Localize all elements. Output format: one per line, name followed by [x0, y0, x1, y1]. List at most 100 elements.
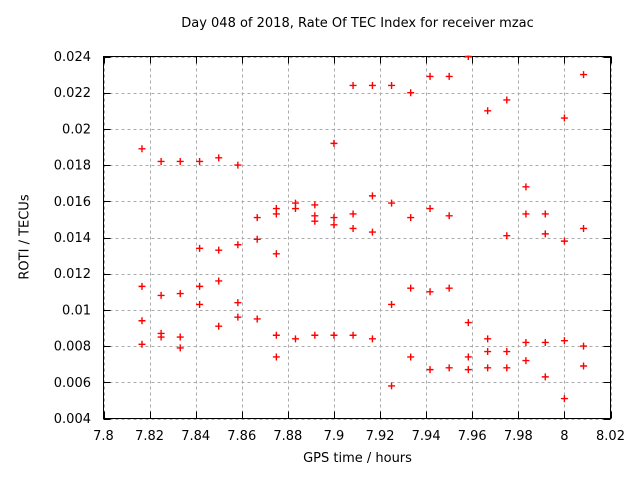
data-point-marker: [157, 157, 165, 165]
data-point-marker: [541, 230, 549, 238]
data-point-marker: [388, 300, 396, 308]
scatter-points: [138, 55, 588, 403]
data-point-marker: [234, 299, 242, 307]
data-point-marker: [272, 210, 280, 218]
data-point-marker: [580, 71, 588, 79]
data-point-marker: [580, 342, 588, 350]
data-point-marker: [503, 232, 511, 240]
data-point-marker: [464, 366, 472, 374]
y-tick-label: 0.004: [54, 412, 91, 427]
data-point-marker: [215, 246, 223, 254]
y-tick-label: 0.016: [54, 195, 91, 210]
y-tick-label: 0.024: [54, 50, 91, 65]
data-point-marker: [138, 282, 146, 290]
data-point-marker: [176, 333, 184, 341]
y-tick-label: 0.012: [54, 267, 91, 282]
data-point-marker: [196, 282, 204, 290]
data-point-marker: [138, 145, 146, 153]
data-point-marker: [560, 395, 568, 403]
data-point-marker: [368, 81, 376, 89]
data-point-marker: [330, 139, 338, 147]
data-point-marker: [407, 214, 415, 222]
data-point-marker: [349, 331, 357, 339]
data-point-marker: [311, 217, 319, 225]
data-point-marker: [196, 300, 204, 308]
data-point-marker: [253, 315, 261, 323]
data-point-marker: [311, 201, 319, 209]
data-point-marker: [330, 331, 338, 339]
data-point-marker: [272, 331, 280, 339]
data-point-marker: [426, 205, 434, 213]
x-tick-label: 8.02: [596, 429, 625, 444]
data-point-marker: [445, 212, 453, 220]
data-point-marker: [560, 337, 568, 345]
data-point-marker: [503, 348, 511, 356]
data-point-marker: [407, 89, 415, 97]
data-point-marker: [253, 235, 261, 243]
data-point-marker: [330, 221, 338, 229]
data-point-marker: [503, 96, 511, 104]
data-point-marker: [541, 338, 549, 346]
data-point-marker: [522, 210, 530, 218]
data-point-marker: [484, 364, 492, 372]
data-point-marker: [484, 335, 492, 343]
x-tick-label: 7.82: [135, 429, 164, 444]
data-point-marker: [349, 224, 357, 232]
data-point-marker: [560, 114, 568, 122]
data-point-marker: [176, 290, 184, 298]
data-point-marker: [234, 313, 242, 321]
y-tick-label: 0.008: [54, 340, 91, 355]
data-point-marker: [580, 362, 588, 370]
data-point-marker: [176, 157, 184, 165]
data-point-marker: [368, 228, 376, 236]
data-point-marker: [484, 348, 492, 356]
data-point-marker: [464, 353, 472, 361]
data-point-marker: [157, 291, 165, 299]
data-point-marker: [484, 107, 492, 115]
data-point-marker: [388, 199, 396, 207]
x-tick-label: 7.96: [458, 429, 487, 444]
data-point-marker: [368, 335, 376, 343]
data-point-marker: [291, 205, 299, 213]
y-tick-label: 0.022: [54, 86, 91, 101]
data-point-marker: [272, 353, 280, 361]
data-point-marker: [311, 331, 319, 339]
plot-border: [103, 56, 611, 419]
data-point-marker: [407, 353, 415, 361]
y-tick-label: 0.014: [54, 231, 91, 246]
data-point-marker: [215, 322, 223, 330]
data-point-marker: [234, 241, 242, 249]
x-tick-label: 7.88: [273, 429, 302, 444]
data-point-marker: [426, 288, 434, 296]
data-point-marker: [464, 55, 472, 60]
data-point-marker: [503, 364, 511, 372]
data-point-marker: [368, 192, 376, 200]
data-point-marker: [253, 214, 261, 222]
data-point-marker: [407, 284, 415, 292]
x-tick-label: 7.84: [181, 429, 210, 444]
x-tick-label: 7.94: [412, 429, 441, 444]
data-point-marker: [580, 224, 588, 232]
data-point-marker: [388, 382, 396, 390]
data-point-marker: [426, 366, 434, 374]
data-point-marker: [388, 81, 396, 89]
data-point-marker: [522, 338, 530, 346]
x-tick-label: 7.98: [504, 429, 533, 444]
data-point-marker: [349, 81, 357, 89]
data-point-marker: [560, 237, 568, 245]
data-point-marker: [426, 72, 434, 80]
data-point-marker: [445, 72, 453, 80]
data-point-marker: [464, 319, 472, 327]
chart-title: Day 048 of 2018, Rate Of TEC Index for r…: [181, 16, 534, 31]
data-point-marker: [291, 335, 299, 343]
data-point-marker: [541, 210, 549, 218]
x-tick-label: 7.9: [324, 429, 345, 444]
data-point-marker: [445, 284, 453, 292]
x-tick-label: 7.86: [227, 429, 256, 444]
data-point-marker: [330, 214, 338, 222]
y-tick-label: 0.01: [62, 303, 91, 318]
data-point-marker: [215, 277, 223, 285]
data-point-marker: [445, 364, 453, 372]
